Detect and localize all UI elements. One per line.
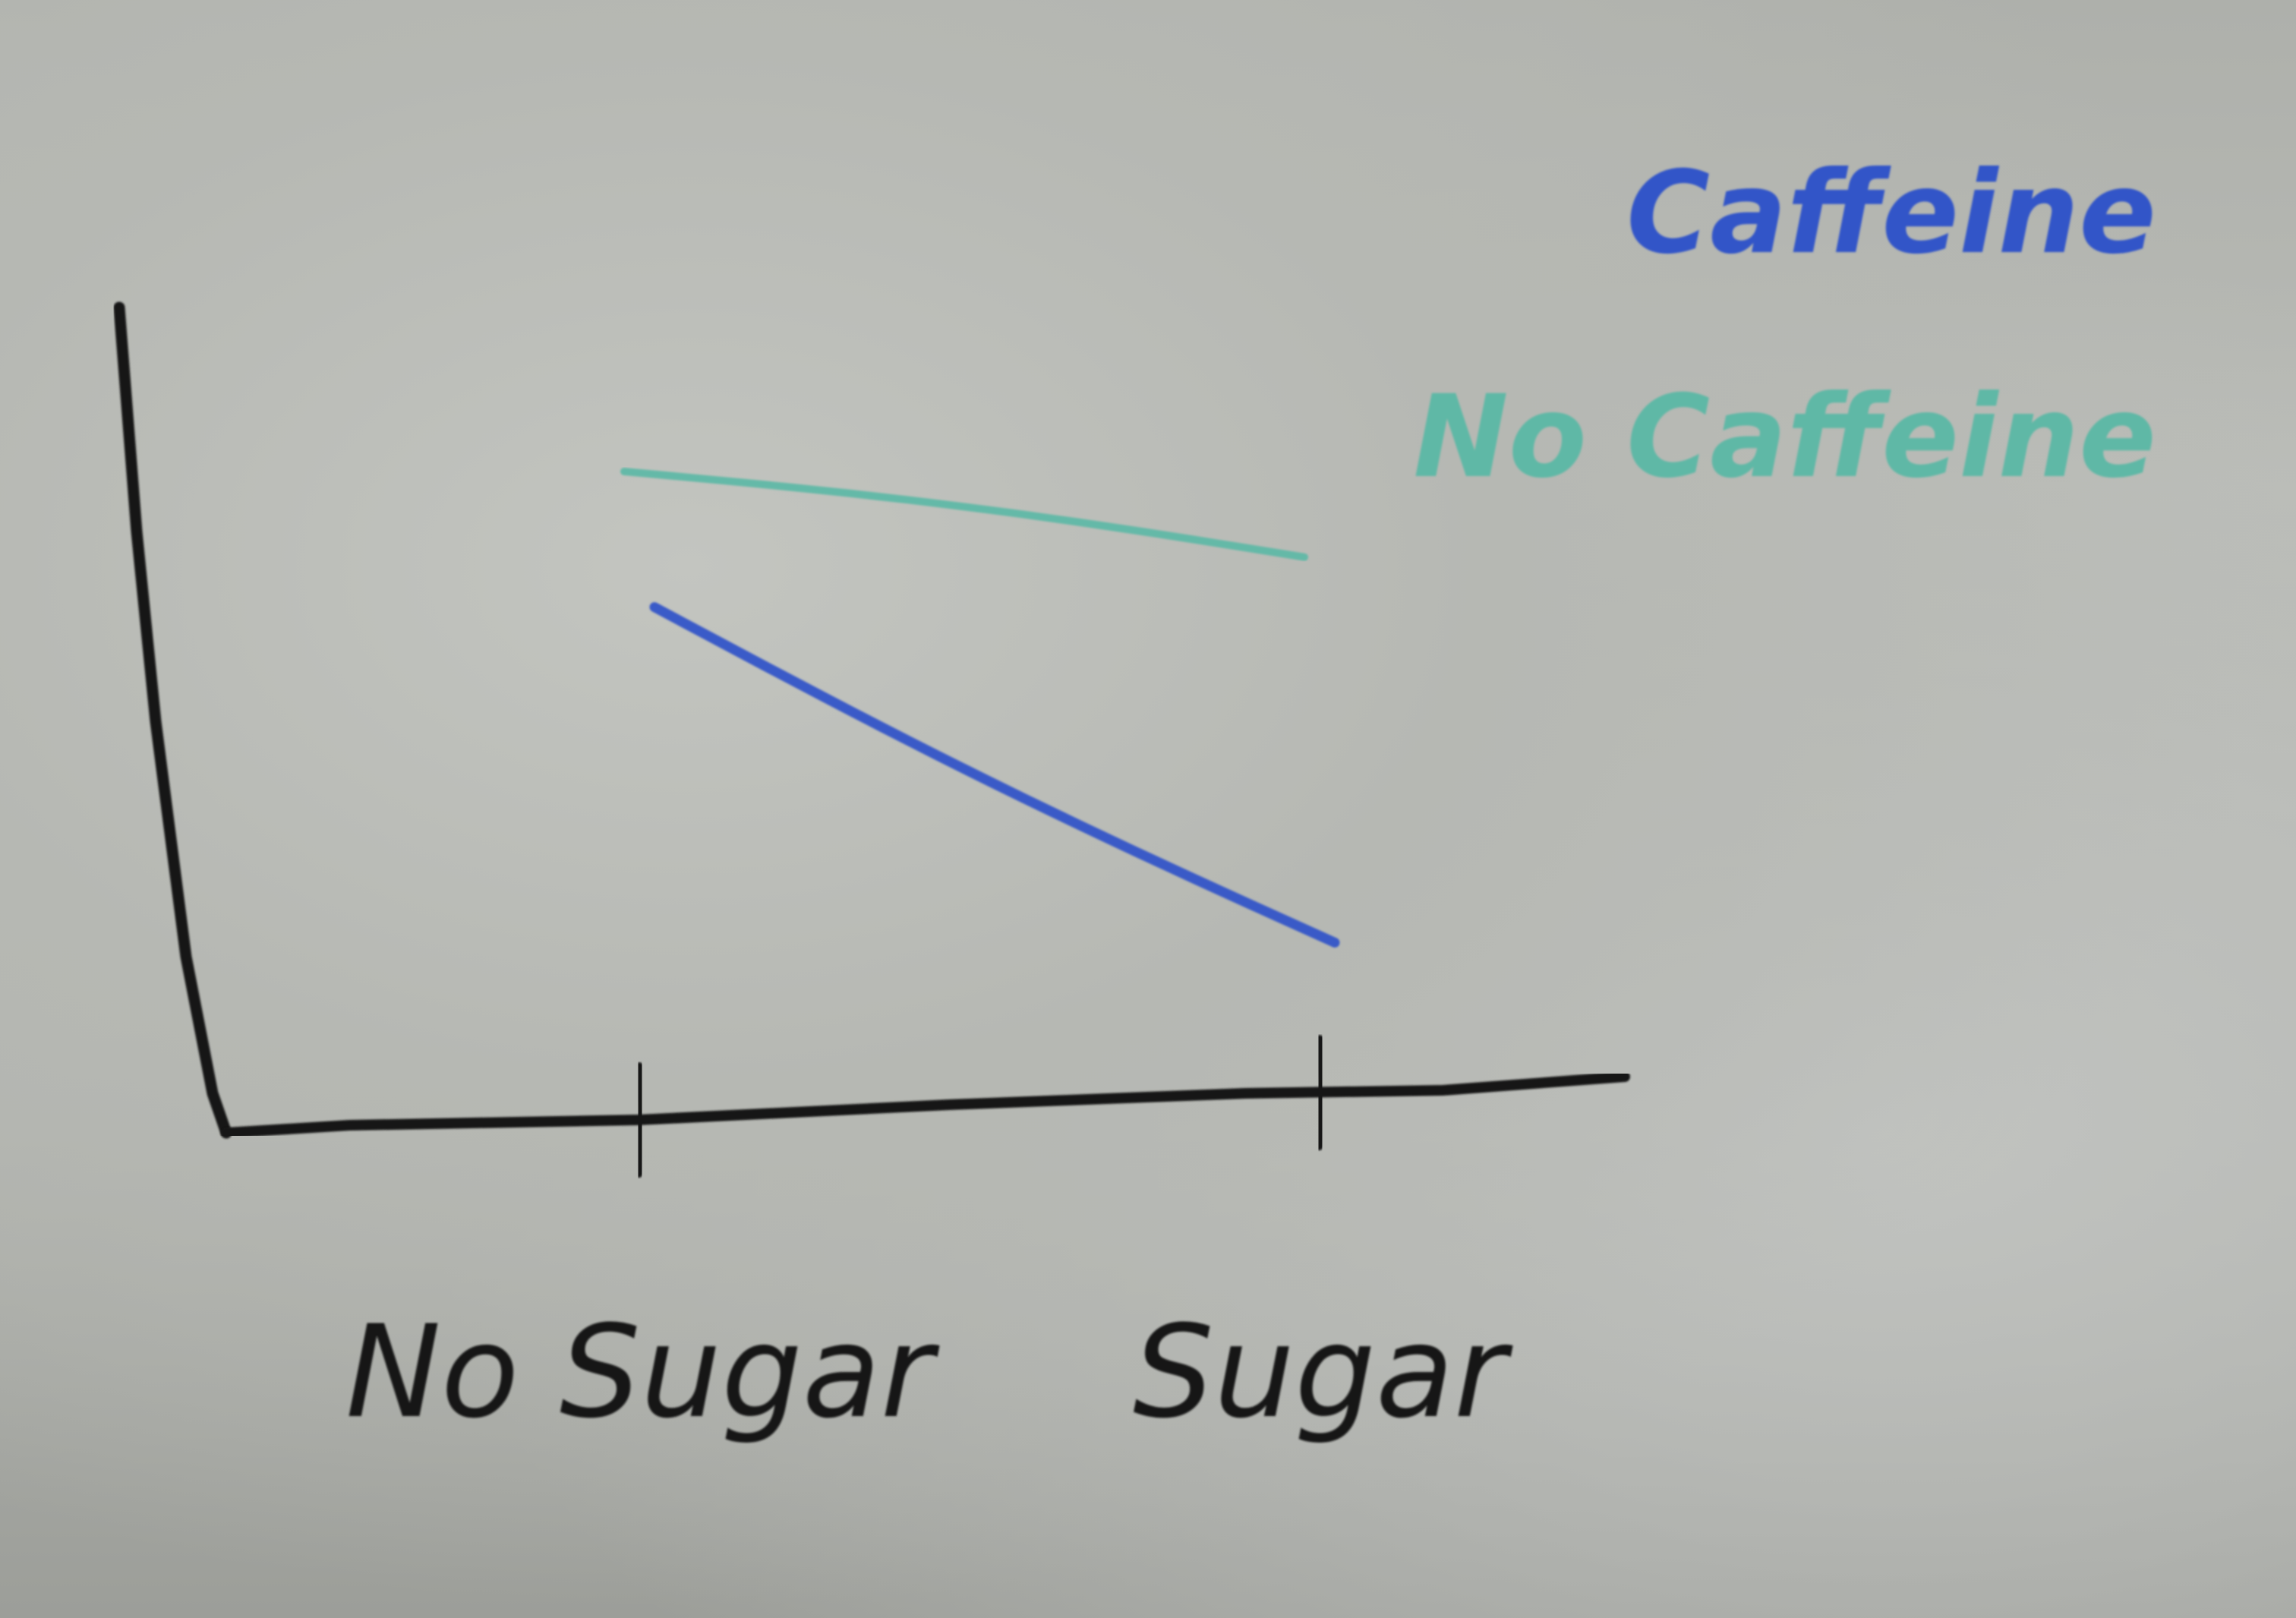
x-tick-no-sugar [634, 1062, 647, 1178]
y-axis-line [113, 301, 232, 1139]
x-tick-sugar [1314, 1035, 1327, 1151]
tick-layer: No Sugar Sugar [345, 1035, 1513, 1446]
series-layer [620, 468, 1340, 948]
legend-entry-no-caffeine: No Caffeine [1413, 371, 2156, 503]
x-tick-label-no-sugar: No Sugar [345, 1298, 940, 1446]
series-line-no-caffeine [620, 468, 1308, 561]
legend: Caffeine No Caffeine [1413, 147, 2156, 503]
x-tick-label-sugar: Sugar [1133, 1298, 1513, 1446]
series-line-caffeine [649, 602, 1340, 948]
x-axis-line [221, 1071, 1630, 1138]
legend-entry-caffeine: Caffeine [1626, 147, 2156, 279]
